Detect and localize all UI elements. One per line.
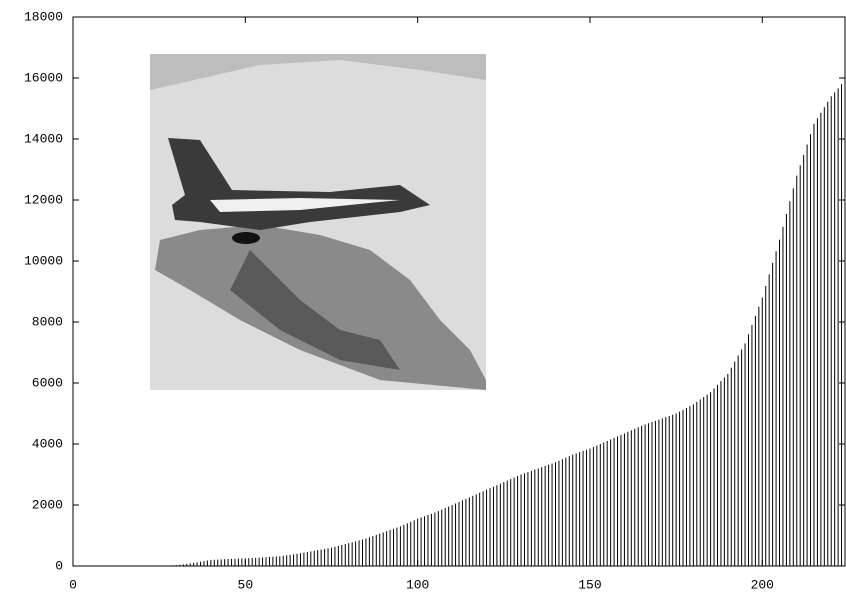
x-tick-label: 0	[69, 577, 77, 592]
x-tick-label: 150	[578, 577, 601, 592]
image-shadow	[230, 250, 400, 370]
y-tick-label: 10000	[24, 253, 63, 268]
y-tick-label: 8000	[32, 314, 63, 329]
y-tick-label: 14000	[24, 131, 63, 146]
image-ground	[155, 225, 486, 390]
x-tick-label: 50	[238, 577, 254, 592]
x-tick-label: 200	[751, 577, 774, 592]
image-jet-stripe	[210, 198, 400, 212]
y-tick-label: 6000	[32, 375, 63, 390]
image-sky	[150, 54, 486, 90]
y-tick-label: 18000	[24, 9, 63, 24]
y-tick-label: 2000	[32, 497, 63, 512]
y-tick-label: 0	[55, 558, 63, 573]
y-tick-label: 4000	[32, 436, 63, 451]
image-jet-detail	[232, 232, 260, 244]
inset-image	[150, 54, 486, 390]
y-tick-label: 16000	[24, 70, 63, 85]
y-tick-label: 12000	[24, 192, 63, 207]
x-tick-label: 100	[406, 577, 429, 592]
